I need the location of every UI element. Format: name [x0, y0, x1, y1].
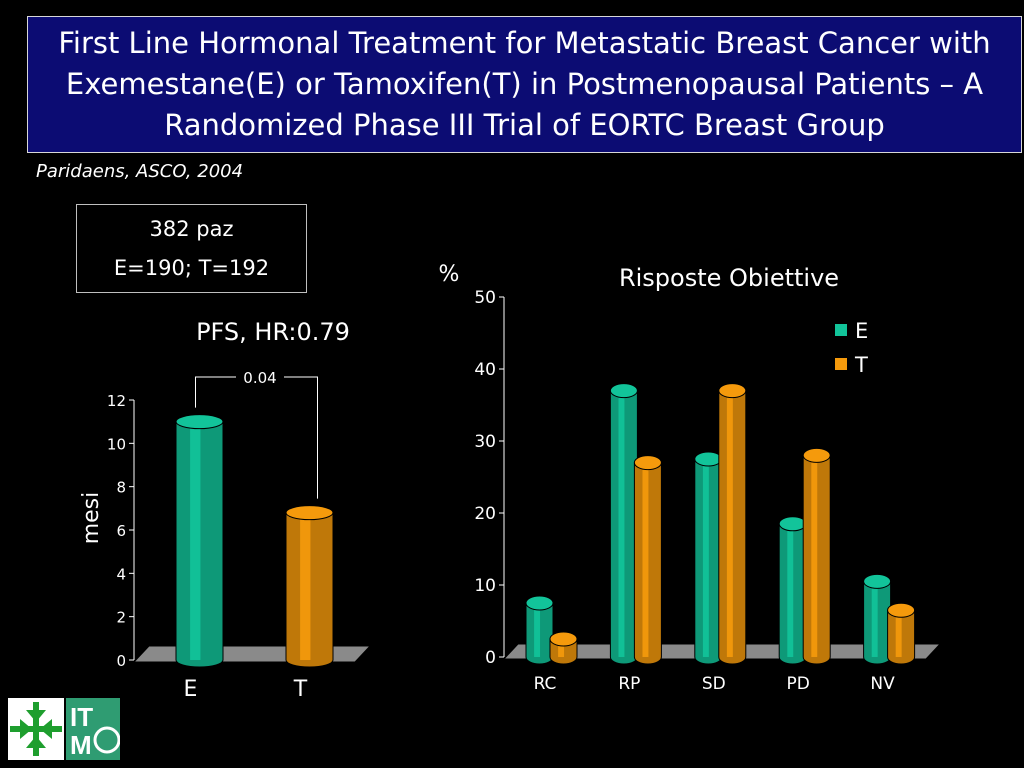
response-x-label-RC: RC — [534, 674, 557, 694]
legend-label-T: T — [854, 353, 868, 377]
pfs-x-label-E: E — [184, 677, 198, 702]
response-x-label-NV: NV — [870, 674, 895, 694]
pfs-y-tick-label-6: 12 — [107, 392, 126, 410]
response-bar-RC-E-top — [525, 595, 554, 611]
pfs-y-tick-label-2: 4 — [116, 565, 126, 583]
response-bar-RC-T-top — [549, 631, 578, 647]
slide-title: First Line Hormonal Treatment for Metast… — [27, 16, 1022, 153]
response-x-label-PD: PD — [787, 674, 810, 694]
response-bar-PD-T-top — [802, 447, 831, 463]
slide-title-line-1: First Line Hormonal Treatment for Metast… — [58, 26, 991, 60]
legend-label-E: E — [855, 319, 868, 343]
response-y-tick-label-5: 50 — [474, 288, 496, 308]
response-y-tick-label-3: 30 — [474, 432, 496, 452]
logo-circle-icon — [93, 726, 121, 754]
pfs-y-tick-label-3: 6 — [116, 522, 126, 540]
response-bar-PD-E-highlight — [787, 523, 794, 657]
patients-split: E=190; T=192 — [113, 256, 270, 281]
response-bar-RC-T-highlight — [558, 639, 565, 657]
response-bar-RP-T-top — [633, 455, 662, 471]
logo-text-bottom: M — [70, 730, 92, 760]
response-y-tick-label-0: 0 — [485, 648, 496, 668]
pfs-bar-T-highlight — [300, 512, 311, 660]
pfs-x-label-T: T — [293, 677, 308, 702]
logo-text-top: IT — [70, 702, 93, 732]
logo: IT M — [8, 698, 121, 760]
response-bar-RP-E-highlight — [618, 390, 625, 657]
pfs-bar-T-top — [285, 505, 334, 521]
pfs-y-axis-label: mesi — [79, 492, 104, 545]
arrows-icon — [10, 702, 62, 756]
pfs-annotation-bg — [236, 366, 284, 388]
response-bar-SD-T-highlight — [726, 390, 733, 657]
pfs-bar-E-highlight — [190, 421, 201, 660]
pfs-y-tick-label-4: 8 — [116, 479, 126, 497]
response-y-axis-label: % — [439, 262, 460, 287]
pfs-p-value: 0.04 — [243, 369, 276, 387]
pfs-y-tick-label-1: 2 — [116, 609, 126, 627]
legend-swatch-E — [835, 324, 847, 336]
response-bar-PD-E-top — [778, 516, 807, 532]
response-chart-title: Risposte Obiettive — [619, 264, 839, 292]
response-bar-RP-E-top — [609, 383, 638, 399]
response-y-tick-label-1: 10 — [474, 576, 496, 596]
response-y-tick-label-4: 40 — [474, 360, 496, 380]
slide-title-line-2: Exemestane(E) or Tamoxifen(T) in Postmen… — [65, 67, 984, 101]
response-bar-NV-T-highlight — [895, 610, 902, 657]
citation: Paridaens, ASCO, 2004 — [36, 161, 244, 182]
pfs-chart-title: PFS, HR:0.79 — [196, 318, 350, 346]
pfs-y-tick-label-5: 10 — [107, 435, 126, 453]
response-bar-NV-E-highlight — [871, 581, 878, 657]
patients-total: 382 paz — [149, 216, 234, 241]
response-bar-SD-T-top — [718, 383, 747, 399]
patients-info-box: 382 paz E=190; T=192 — [76, 204, 307, 293]
response-bar-SD-E-top — [694, 451, 723, 467]
legend-swatch-T — [835, 358, 847, 370]
response-bar-NV-E-top — [863, 573, 892, 589]
response-y-tick-label-2: 20 — [474, 504, 496, 524]
response-bar-RP-T-highlight — [642, 462, 649, 657]
pfs-floor — [132, 645, 372, 663]
slide-title-line-3: Randomized Phase III Trial of EORTC Brea… — [164, 108, 885, 142]
response-x-label-RP: RP — [618, 674, 640, 694]
response-bar-RC-E-highlight — [534, 603, 541, 657]
pfs-y-tick-label-0: 0 — [116, 652, 126, 670]
response-bar-NV-T-top — [887, 602, 916, 618]
response-bar-SD-E-highlight — [702, 459, 709, 657]
response-x-label-SD: SD — [702, 674, 726, 694]
response-bar-PD-T-highlight — [811, 455, 818, 657]
pfs-bar-E-top — [175, 414, 224, 430]
